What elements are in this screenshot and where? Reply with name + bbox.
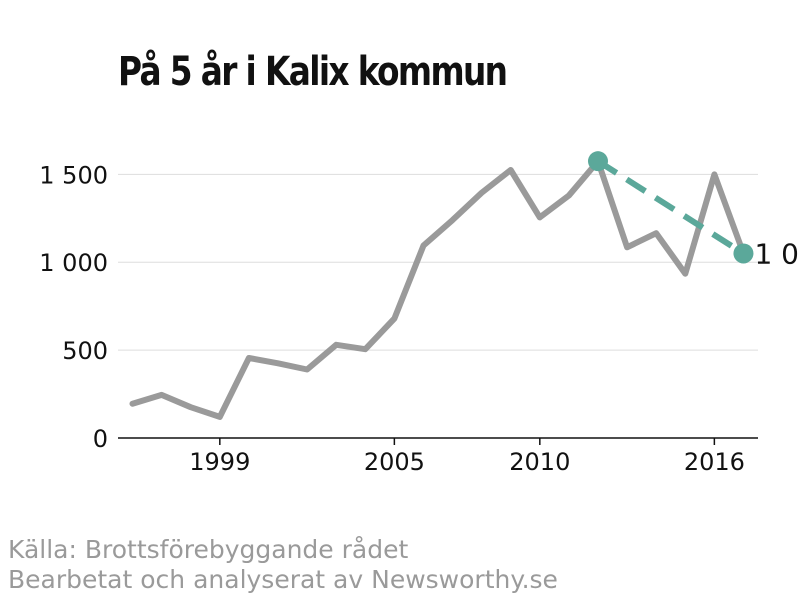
y-tick-labels: 0 500 1 000 1 500	[39, 161, 108, 453]
end-value-label: 1 050	[754, 237, 800, 270]
trend-group: 1 050	[588, 151, 800, 270]
y-tick-label: 1 000	[39, 249, 108, 277]
series-line	[129, 158, 747, 420]
source-note: Källa: Brottsförebyggande rådet Bearbeta…	[8, 535, 558, 595]
grid-lines	[118, 173, 758, 351]
x-tick-label: 2005	[364, 448, 425, 476]
y-tick-label: 1 500	[39, 161, 108, 189]
chart-title: På 5 år i Kalix kommun	[118, 49, 508, 95]
trend-start-point	[588, 151, 608, 172]
trend-end-point	[733, 243, 754, 264]
x-tick-label: 2010	[509, 448, 570, 476]
source-line-2: Bearbetat och analyserat av Newsworthy.s…	[8, 565, 558, 594]
y-tick-label: 0	[93, 425, 108, 453]
source-line-1: Källa: Brottsförebyggande rådet	[8, 535, 409, 564]
x-tick-label: 2016	[684, 448, 745, 476]
series-group	[129, 158, 747, 420]
x-tick-label: 1999	[189, 448, 250, 476]
axes	[118, 437, 758, 445]
x-tick-labels: 1999 2005 2010 2016	[189, 448, 745, 476]
trend-line	[596, 158, 746, 256]
y-tick-label: 500	[62, 337, 108, 365]
